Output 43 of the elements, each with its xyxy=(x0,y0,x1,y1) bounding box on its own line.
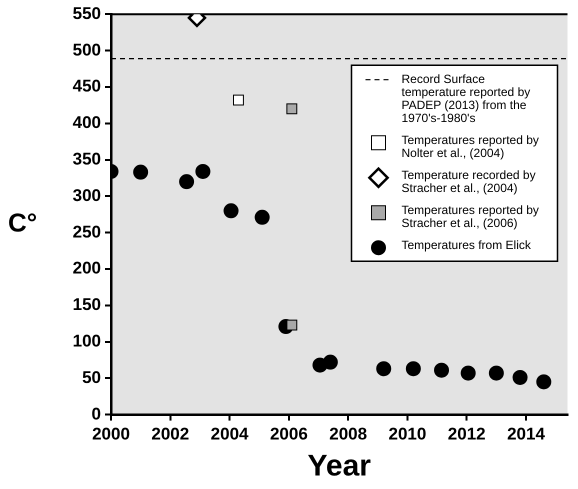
point xyxy=(286,320,298,331)
legend-label: Temperatures from Elick xyxy=(402,238,532,252)
point xyxy=(488,366,504,381)
point xyxy=(254,210,270,225)
y-tick-label: 200 xyxy=(72,258,101,278)
y-tick-label: 50 xyxy=(82,368,101,387)
point xyxy=(133,164,148,180)
y-tick-label: 450 xyxy=(72,76,101,96)
point xyxy=(406,361,421,376)
x-tick-label: 2002 xyxy=(151,424,190,444)
point xyxy=(224,203,239,218)
point xyxy=(376,361,392,376)
x-tick-label: 2010 xyxy=(388,424,426,444)
x-tick-label: 2000 xyxy=(92,424,130,444)
point xyxy=(286,103,298,114)
legend-label: Temperature recorded by Stracher et al., (2004) xyxy=(402,168,536,196)
y-tick-label: 150 xyxy=(72,295,101,314)
point xyxy=(195,164,210,179)
legend-label: Temperatures reported by Stracher et al., (2006) xyxy=(402,203,539,230)
point xyxy=(322,354,338,370)
y-tick-label: 400 xyxy=(72,113,101,132)
x-axis-title: Year xyxy=(308,449,372,482)
x-tick-label: 2006 xyxy=(270,424,308,444)
x-tick-label: 2014 xyxy=(507,424,546,444)
x-tick-label: 2008 xyxy=(329,424,368,444)
legend-label: Record Surface temperature reported by PADEP (2013) from the 1970's-1980's xyxy=(402,72,530,126)
y-tick-label: 500 xyxy=(72,40,101,60)
y-axis-title: C° xyxy=(8,208,38,238)
y-tick-label: 550 xyxy=(72,4,101,23)
y-tick-label: 100 xyxy=(72,331,101,350)
point xyxy=(512,370,528,385)
x-tick-label: 2004 xyxy=(210,424,250,444)
legend-label: Temperatures reported by Nolter et al., (2004) xyxy=(402,133,539,160)
y-tick-label: 300 xyxy=(72,186,101,205)
point xyxy=(460,366,476,381)
point xyxy=(536,374,552,390)
y-tick-label: 250 xyxy=(72,222,101,242)
point xyxy=(434,362,450,378)
y-tick-label: 0 xyxy=(92,404,101,424)
point xyxy=(179,174,194,190)
point xyxy=(233,94,244,106)
y-tick-label: 350 xyxy=(72,149,101,168)
x-tick-label: 2012 xyxy=(448,424,486,444)
